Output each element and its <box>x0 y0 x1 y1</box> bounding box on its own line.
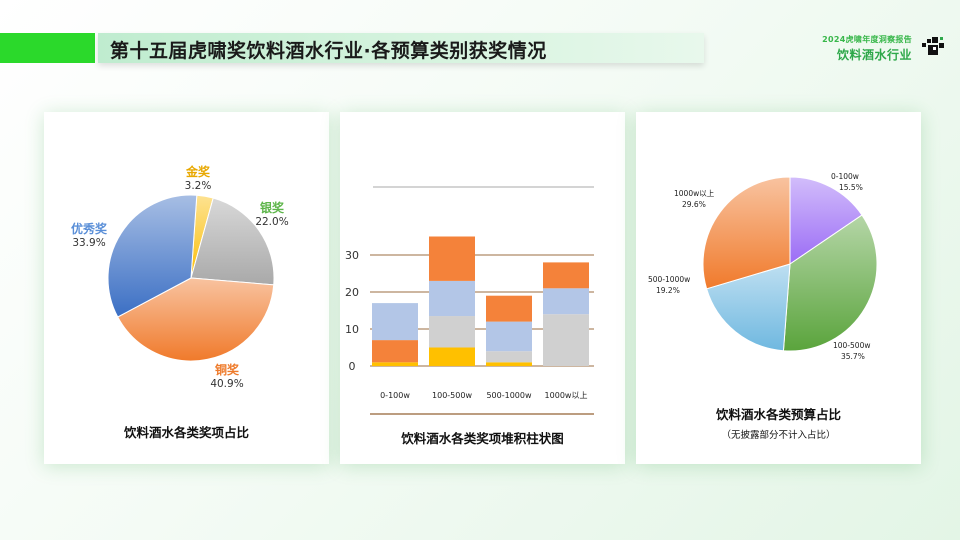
title-bar: 第十五届虎啸奖饮料酒水行业·各预算类别获奖情况 <box>98 33 704 63</box>
pie-slice-3 <box>702 176 791 290</box>
pie-slice-label-1: 银奖 <box>260 200 285 215</box>
pie-slice-value-2: 40.9% <box>210 378 243 390</box>
bar-segment <box>372 340 418 363</box>
y-tick-label: 10 <box>345 323 359 336</box>
pie-slice-label-1: 100-500w <box>833 341 870 350</box>
bar-segment <box>486 362 532 366</box>
pie-slice-1 <box>190 197 275 286</box>
y-tick-label: 30 <box>345 249 359 262</box>
bar-segment <box>429 280 475 317</box>
bar-segment <box>429 347 475 366</box>
pie-slice-value-3: 29.6% <box>682 200 706 209</box>
pie-slice-value-2: 19.2% <box>656 286 680 295</box>
brand-subtitle: 2024虎啸年度洞察报告 <box>822 35 912 44</box>
bar-segment <box>372 362 418 366</box>
bar-segment <box>543 314 589 366</box>
x-tick-label: 0-100w <box>380 391 410 400</box>
pie-slice-value-0: 15.5% <box>839 183 863 192</box>
budget-pie-chart: 0-100w 15.5% 100-500w 35.7% 500-1000w 19.2% 10… <box>648 172 878 361</box>
pie-slice-0 <box>789 176 863 265</box>
x-tick-label: 500-1000w <box>486 391 532 400</box>
bar-segment <box>486 321 532 352</box>
pie-slice-3 <box>107 194 198 318</box>
pie-slice-value-1: 22.0% <box>255 216 288 228</box>
page-title: 第十五届虎啸奖饮料酒水行业·各预算类别获奖情况 <box>110 40 547 62</box>
awards-bar-caption: 饮料酒水各类奖项堆积柱状图 <box>401 431 564 446</box>
bar-segment <box>486 295 532 322</box>
brand-title: 饮料酒水行业 <box>836 48 912 62</box>
bar-segment <box>429 316 475 348</box>
x-tick-label: 100-500w <box>432 391 472 400</box>
awards-pie-card: 金奖 3.2% 银奖 22.0% 铜奖 40.9% 优秀奖 33.9% 饮料酒水各类奖项占比 <box>44 112 329 464</box>
pie-slice-value-0: 3.2% <box>185 180 212 192</box>
x-tick-label: 1000w以上 <box>545 391 588 400</box>
pie-slice-value-1: 35.7% <box>841 352 865 361</box>
y-tick-label: 0 <box>349 360 356 373</box>
awards-pie-caption: 饮料酒水各类奖项占比 <box>123 425 249 440</box>
pie-slice-2 <box>117 277 275 362</box>
pie-slice-1 <box>782 214 878 352</box>
pie-slice-label-2: 铜奖 <box>215 362 240 377</box>
budget-pie-note: （无披露部分不计入占比） <box>721 430 836 441</box>
brand-block: 2024虎啸年度洞察报告 饮料酒水行业 <box>822 34 912 63</box>
awards-stacked-bar-chart: 0 10 20 30 0-100w 100-500w 500-1000w 1000w以上 <box>345 186 594 415</box>
bar-segment <box>486 351 532 363</box>
bar-segment <box>543 262 589 289</box>
budget-pie-caption: 饮料酒水各类预算占比 <box>715 407 841 422</box>
brand-logo-icon <box>922 37 944 55</box>
pie-slice-label-2: 500-1000w <box>648 275 690 284</box>
pie-slice-label-0: 0-100w <box>831 172 859 181</box>
pie-slice-value-3: 33.9% <box>72 237 105 249</box>
budget-pie-card: 0-100w 15.5% 100-500w 35.7% 500-1000w 19.2% 10… <box>636 112 921 464</box>
bar-segment <box>543 288 589 315</box>
title-accent-block <box>0 33 95 63</box>
pie-slice-2 <box>705 263 791 352</box>
bar-segment <box>372 303 418 341</box>
y-tick-label: 20 <box>345 286 359 299</box>
pie-slice-label-0: 金奖 <box>185 164 211 179</box>
awards-bar-card: 0 10 20 30 0-100w 100-500w 500-1000w 1000w以上 饮料… <box>340 112 625 464</box>
pie-slice-label-3: 优秀奖 <box>71 221 108 236</box>
bar-segment <box>429 236 475 281</box>
pie-slice-label-3: 1000w以上 <box>674 189 715 198</box>
